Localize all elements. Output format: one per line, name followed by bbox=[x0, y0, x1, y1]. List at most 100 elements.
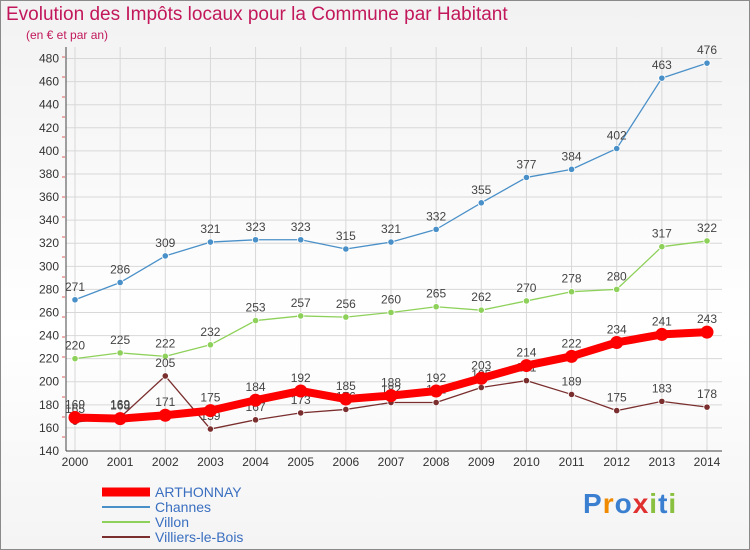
data-point bbox=[387, 238, 395, 246]
data-point bbox=[116, 278, 124, 287]
data-label: 175 bbox=[200, 391, 220, 405]
data-label: 189 bbox=[562, 374, 582, 388]
y-tick-label: 240 bbox=[39, 329, 59, 343]
data-label: 286 bbox=[110, 262, 130, 276]
y-tick-label: 200 bbox=[39, 375, 59, 389]
data-point bbox=[522, 173, 531, 182]
legend-label: Villiers-le-Bois bbox=[155, 529, 243, 545]
y-tick-label: 160 bbox=[39, 421, 59, 435]
data-label: 205 bbox=[155, 356, 175, 370]
logo-letter: r bbox=[602, 488, 615, 519]
data-label: 280 bbox=[607, 269, 627, 283]
data-point bbox=[158, 408, 172, 422]
data-label: 214 bbox=[516, 346, 536, 360]
data-label: 234 bbox=[607, 322, 627, 336]
data-label: 278 bbox=[562, 272, 582, 286]
data-label: 175 bbox=[607, 391, 627, 405]
data-point bbox=[251, 316, 260, 325]
data-label: 165 bbox=[65, 402, 85, 416]
data-label: 463 bbox=[652, 58, 672, 72]
data-label: 270 bbox=[516, 281, 536, 295]
data-point bbox=[206, 341, 215, 349]
data-point bbox=[703, 403, 711, 411]
data-label: 309 bbox=[155, 236, 175, 250]
x-tick-label: 2003 bbox=[197, 455, 224, 469]
y-tick-label: 400 bbox=[39, 144, 59, 158]
data-point bbox=[703, 59, 711, 67]
data-point bbox=[71, 355, 79, 363]
data-point bbox=[432, 225, 440, 233]
data-label: 222 bbox=[155, 336, 175, 350]
data-label: 323 bbox=[246, 220, 266, 234]
data-point bbox=[474, 371, 488, 385]
y-tick-label: 220 bbox=[39, 352, 59, 366]
legend-label: Villon bbox=[155, 514, 189, 530]
data-point bbox=[477, 306, 485, 314]
data-point bbox=[297, 236, 305, 244]
data-label: 225 bbox=[110, 333, 130, 347]
x-tick-label: 2012 bbox=[603, 455, 630, 469]
data-point bbox=[251, 236, 260, 244]
logo-letter: t bbox=[658, 488, 669, 519]
data-point bbox=[206, 238, 215, 246]
data-point bbox=[294, 384, 308, 398]
data-label: 192 bbox=[291, 371, 311, 385]
data-point bbox=[339, 392, 353, 406]
data-label: 203 bbox=[471, 358, 491, 372]
data-point bbox=[161, 352, 169, 360]
x-tick-label: 2010 bbox=[513, 455, 540, 469]
data-point bbox=[700, 325, 714, 339]
x-tick-label: 2008 bbox=[423, 455, 450, 469]
y-tick-label: 180 bbox=[39, 398, 59, 412]
data-point bbox=[613, 285, 621, 293]
data-point bbox=[613, 406, 621, 415]
data-label: 322 bbox=[697, 221, 717, 235]
data-label: 323 bbox=[291, 220, 311, 234]
y-tick-label: 280 bbox=[39, 282, 59, 296]
data-point bbox=[567, 288, 576, 296]
logo-letter: o bbox=[614, 488, 633, 519]
y-tick-label: 320 bbox=[39, 236, 59, 250]
x-tick-label: 2013 bbox=[649, 455, 676, 469]
x-tick-label: 2006 bbox=[333, 455, 360, 469]
data-point bbox=[658, 397, 666, 405]
data-label: 265 bbox=[426, 287, 446, 301]
data-label: 256 bbox=[336, 297, 356, 311]
legend-label: ARTHONNAY bbox=[155, 484, 242, 500]
y-tick-label: 420 bbox=[39, 121, 59, 135]
y-tick-label: 380 bbox=[39, 167, 59, 181]
y-tick-label: 360 bbox=[39, 190, 59, 204]
data-point bbox=[565, 349, 579, 363]
data-point bbox=[522, 297, 531, 305]
legend-label: Channes bbox=[155, 499, 211, 515]
data-label: 257 bbox=[291, 296, 311, 310]
x-tick-label: 2011 bbox=[559, 455, 585, 469]
data-label: 220 bbox=[65, 339, 85, 353]
data-label: 243 bbox=[697, 312, 717, 326]
data-label: 315 bbox=[336, 229, 356, 243]
x-tick-label: 2002 bbox=[152, 455, 179, 469]
data-label: 183 bbox=[652, 381, 672, 395]
data-point bbox=[658, 74, 666, 82]
data-point bbox=[203, 404, 217, 418]
chart-subtitle: (en € et par an) bbox=[26, 28, 109, 42]
data-label: 476 bbox=[697, 43, 717, 57]
data-label: 271 bbox=[65, 280, 85, 294]
y-tick-label: 440 bbox=[39, 98, 59, 112]
data-point bbox=[522, 376, 531, 385]
data-label: 377 bbox=[516, 157, 536, 171]
x-tick-label: 2009 bbox=[468, 455, 495, 469]
data-point bbox=[116, 349, 124, 357]
data-point bbox=[432, 303, 440, 311]
x-tick-label: 2014 bbox=[694, 455, 721, 469]
data-point bbox=[68, 411, 82, 425]
proxiti-logo: Proxiti bbox=[583, 488, 677, 520]
data-label: 260 bbox=[381, 292, 401, 306]
data-point bbox=[387, 308, 395, 317]
data-label: 188 bbox=[381, 376, 401, 390]
data-point bbox=[161, 252, 169, 260]
data-label: 169 bbox=[110, 398, 130, 412]
data-label: 355 bbox=[471, 183, 491, 197]
x-tick-label: 2000 bbox=[62, 455, 89, 469]
